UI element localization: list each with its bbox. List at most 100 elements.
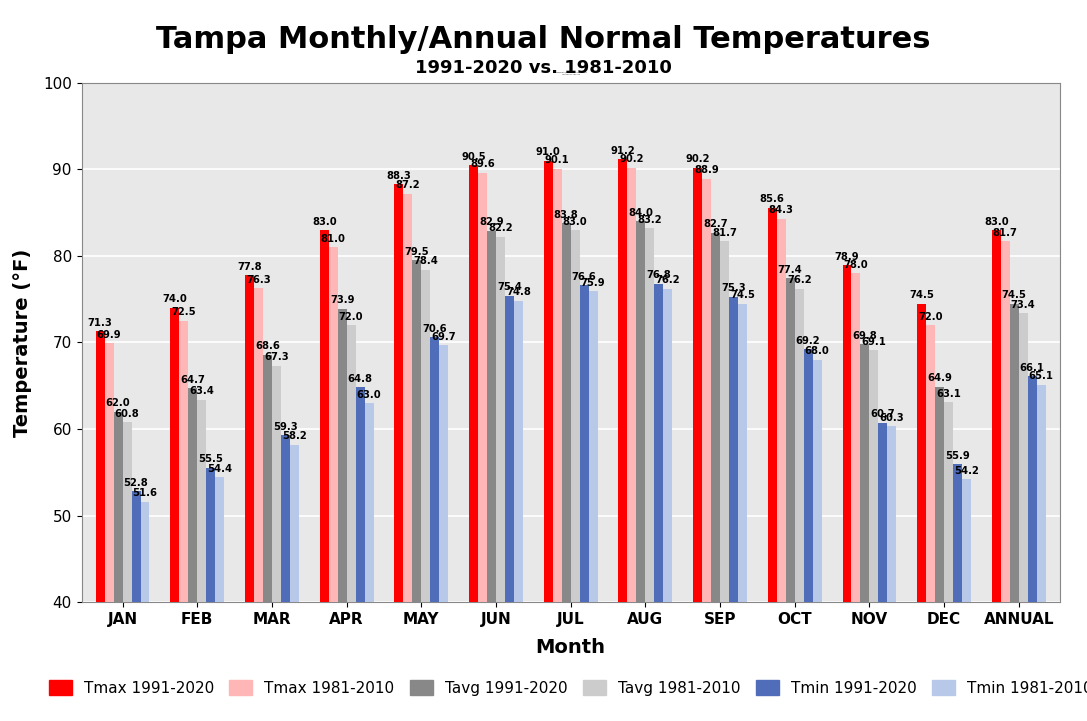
Bar <box>263 355 272 721</box>
Text: 81.7: 81.7 <box>992 228 1017 238</box>
Bar <box>729 296 738 721</box>
Bar <box>140 502 150 721</box>
Text: 75.9: 75.9 <box>580 278 605 288</box>
Text: 67.3: 67.3 <box>264 353 289 363</box>
Text: 73.4: 73.4 <box>1011 300 1036 309</box>
Bar <box>290 445 299 721</box>
Title: Tampa Monthly/Annual Normal Temperatures
1991-2020 vs. 1981-2010: Tampa Monthly/Annual Normal Temperatures… <box>554 71 587 74</box>
Bar <box>738 304 747 721</box>
Bar <box>403 194 412 721</box>
Bar <box>123 422 132 721</box>
Bar <box>272 366 280 721</box>
Bar <box>553 169 562 721</box>
Text: 69.8: 69.8 <box>852 331 877 341</box>
Bar <box>338 309 347 721</box>
Text: 77.8: 77.8 <box>237 262 262 272</box>
Bar <box>470 165 478 721</box>
Text: 83.0: 83.0 <box>563 216 587 226</box>
Bar <box>1019 313 1027 721</box>
Text: 60.8: 60.8 <box>115 409 139 419</box>
Text: 83.8: 83.8 <box>553 210 578 220</box>
Bar <box>870 350 878 721</box>
Text: 81.0: 81.0 <box>321 234 346 244</box>
Bar <box>694 168 702 721</box>
Text: 88.9: 88.9 <box>695 166 719 175</box>
Bar <box>878 423 887 721</box>
Text: 54.4: 54.4 <box>208 464 233 474</box>
Bar <box>1001 242 1010 721</box>
Bar <box>803 350 813 721</box>
Bar <box>813 360 822 721</box>
Bar <box>636 221 646 721</box>
Text: 54.2: 54.2 <box>954 466 979 476</box>
Text: 65.1: 65.1 <box>1028 371 1053 381</box>
Bar <box>702 179 711 721</box>
Text: 74.5: 74.5 <box>1002 290 1027 300</box>
Bar <box>627 168 636 721</box>
Bar <box>422 270 430 721</box>
Bar <box>215 477 224 721</box>
Text: 74.5: 74.5 <box>730 290 754 300</box>
Text: 71.3: 71.3 <box>88 318 113 328</box>
Bar <box>711 233 720 721</box>
Text: 82.9: 82.9 <box>479 218 504 227</box>
Text: 83.2: 83.2 <box>637 215 662 225</box>
Text: 62.0: 62.0 <box>105 398 130 408</box>
Bar <box>646 229 654 721</box>
Text: 84.0: 84.0 <box>628 208 653 218</box>
Text: 64.9: 64.9 <box>927 373 952 383</box>
Bar <box>179 321 188 721</box>
Text: 64.7: 64.7 <box>180 375 205 385</box>
Text: 73.9: 73.9 <box>330 296 354 305</box>
Text: 75.3: 75.3 <box>721 283 746 293</box>
Bar <box>842 265 851 721</box>
Text: 1991-2020 vs. 1981-2010: 1991-2020 vs. 1981-2010 <box>415 59 672 77</box>
Text: 64.8: 64.8 <box>348 374 373 384</box>
Text: 78.4: 78.4 <box>413 257 438 266</box>
Text: 68.0: 68.0 <box>804 346 829 356</box>
Bar <box>197 399 207 721</box>
Text: 79.5: 79.5 <box>404 247 429 257</box>
Text: 72.0: 72.0 <box>919 311 942 322</box>
Bar <box>562 223 571 721</box>
Text: 77.4: 77.4 <box>778 265 802 275</box>
Bar <box>478 173 487 721</box>
Bar <box>355 387 364 721</box>
Bar <box>619 159 627 721</box>
Bar <box>654 283 663 721</box>
Bar <box>917 304 926 721</box>
Bar <box>254 288 263 721</box>
Text: 59.3: 59.3 <box>273 422 298 432</box>
Bar <box>935 386 945 721</box>
Text: 69.7: 69.7 <box>432 332 457 342</box>
Bar <box>439 345 448 721</box>
Text: 74.5: 74.5 <box>909 290 934 300</box>
Text: 69.1: 69.1 <box>861 337 886 347</box>
Bar <box>544 161 553 721</box>
Text: 87.2: 87.2 <box>396 180 421 190</box>
Text: 75.4: 75.4 <box>497 283 522 292</box>
Text: 76.2: 76.2 <box>787 275 812 286</box>
Bar <box>663 289 672 721</box>
Text: 72.0: 72.0 <box>339 311 363 322</box>
Bar <box>132 491 140 721</box>
Bar <box>496 237 505 721</box>
Bar <box>430 337 439 721</box>
Text: 88.3: 88.3 <box>387 171 411 181</box>
Text: 85.6: 85.6 <box>760 194 785 204</box>
Y-axis label: Temperature (°F): Temperature (°F) <box>13 248 32 437</box>
Text: 76.2: 76.2 <box>655 275 680 286</box>
X-axis label: Month: Month <box>536 638 605 657</box>
Text: 76.6: 76.6 <box>572 272 597 282</box>
Bar <box>851 273 861 721</box>
Text: 63.4: 63.4 <box>189 386 214 396</box>
Text: 83.0: 83.0 <box>984 216 1009 226</box>
Bar <box>571 230 579 721</box>
Bar <box>767 208 777 721</box>
Text: 81.7: 81.7 <box>712 228 737 238</box>
Bar <box>861 344 870 721</box>
Bar <box>364 403 374 721</box>
Text: Tampa Monthly/Annual Normal Temperatures: Tampa Monthly/Annual Normal Temperatures <box>157 25 930 54</box>
Text: 90.1: 90.1 <box>545 155 570 165</box>
Text: 72.5: 72.5 <box>172 307 196 317</box>
